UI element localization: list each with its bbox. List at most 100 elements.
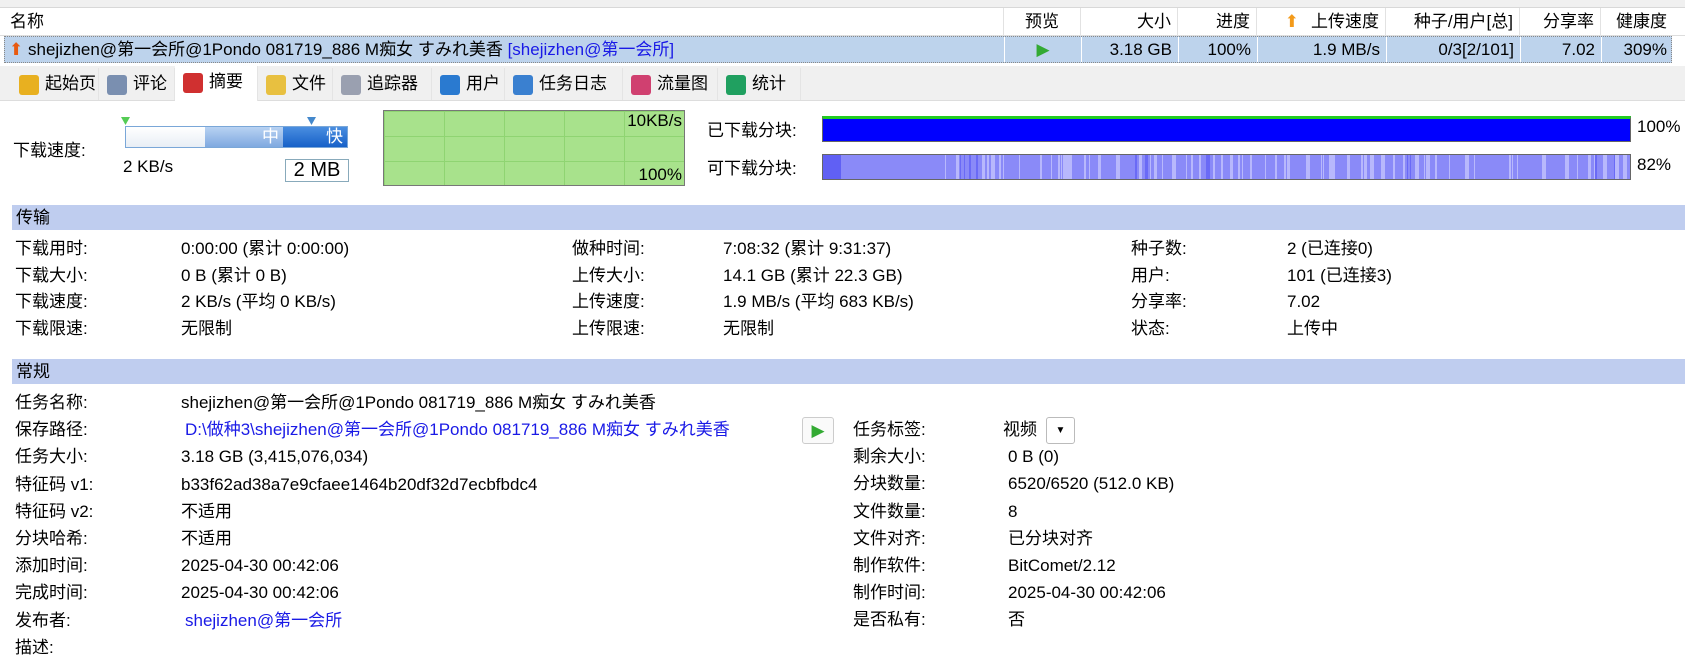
downloaded-pieces-percent: 100% (1637, 117, 1681, 136)
general-value: 不适用 (181, 501, 232, 521)
task-seeds-peers: 0/3[2/101] (1386, 37, 1520, 62)
play-icon[interactable]: ▶ (1004, 37, 1081, 62)
transfer-value: 14.1 GB (累计 22.3 GB) (723, 265, 903, 285)
tab-info[interactable]: 任务日志 (505, 68, 623, 100)
min-marker-icon (121, 117, 130, 125)
general-label: 分块数量: (853, 474, 926, 494)
comment-icon (107, 75, 127, 95)
column-header-share-ratio[interactable]: 分享率 (1519, 8, 1600, 36)
tab-label: 追踪器 (367, 74, 418, 93)
tab-statistics[interactable]: 统计 (718, 68, 801, 100)
speed-limit-slider[interactable]: 中 快 (125, 126, 348, 148)
top-strip (0, 0, 1685, 8)
open-folder-play-button[interactable]: ▶ (802, 417, 834, 444)
column-header-seeds-peers[interactable]: 种子/用户[总] (1385, 8, 1519, 36)
general-label: 分块哈希: (15, 529, 88, 548)
general-value: 否 (1008, 610, 1025, 630)
general-label: 制作软件: (853, 556, 926, 575)
general-label: 任务大小: (15, 447, 88, 467)
home-page-icon (19, 75, 39, 95)
general-label: 任务名称: (15, 393, 88, 412)
downloaded-pieces-bar (822, 116, 1631, 142)
tab-file[interactable]: 文件 (258, 68, 333, 100)
general-label: 文件对齐: (853, 528, 926, 548)
tab-label: 起始页 (45, 74, 96, 93)
column-header-progress[interactable]: 进度 (1177, 8, 1256, 36)
transfer-value: 无限制 (181, 318, 232, 338)
transfer-label: 上传大小: (572, 265, 645, 285)
task-row[interactable]: ⬆ shejizhen@第一会所@1Pondo 081719_886 M痴女 す… (4, 36, 1672, 63)
transfer-value: 2 KB/s (平均 0 KB/s) (181, 292, 336, 311)
general-label: 文件数量: (853, 501, 926, 521)
tab-comment[interactable]: 评论 (99, 68, 175, 100)
downloaded-pieces-label: 已下载分块: (707, 121, 797, 140)
general-value: shejizhen@第一会所@1Pondo 081719_886 M痴女 すみれ… (181, 393, 656, 412)
transfer-label: 种子数: (1131, 239, 1187, 258)
upload-arrow-icon: ⬆ (1284, 12, 1299, 31)
graph-percent-label: 100% (638, 165, 682, 184)
general-label: 完成时间: (15, 583, 88, 603)
column-header-health[interactable]: 健康度 (1600, 8, 1673, 36)
tab-label: 摘要 (209, 72, 243, 91)
tab-users[interactable]: 用户 (432, 68, 505, 100)
tab-traffic-chart[interactable]: 流量图 (623, 68, 718, 100)
info-icon (513, 75, 533, 95)
task-list-header: 名称 预览 大小 进度 ⬆ 上传速度 种子/用户[总] 分享率 健康度 (0, 8, 1685, 36)
column-header-preview[interactable]: 预览 (1003, 8, 1080, 36)
traffic-chart-icon (631, 75, 651, 95)
tab-label: 用户 (466, 74, 500, 93)
uploading-status-icon: ⬆ (9, 40, 24, 59)
transfer-value: 0 B (累计 0 B) (181, 265, 287, 285)
speed-limit-value[interactable]: 2 MB (285, 159, 349, 182)
transfer-label: 上传速度: (572, 292, 645, 311)
tab-tracker[interactable]: 追踪器 (333, 68, 432, 100)
publisher-link[interactable]: shejizhen@第一会所 (185, 610, 343, 630)
transfer-section-header: 传输 (12, 205, 1685, 230)
tab-label: 评论 (133, 74, 167, 93)
column-header-upload-speed[interactable]: ⬆ 上传速度 (1256, 8, 1385, 36)
general-label: 是否私有: (853, 610, 926, 630)
max-marker-icon (307, 117, 316, 125)
transfer-value: 0:00:00 (累计 0:00:00) (181, 239, 350, 258)
task-upload-speed: 1.9 MB/s (1257, 37, 1386, 62)
graph-max-label: 10KB/s (627, 111, 682, 130)
general-label: 特征码 v2: (15, 501, 94, 521)
tab-label: 流量图 (657, 74, 708, 93)
save-path-link[interactable]: D:\做种3\shejizhen@第一会所@1Pondo 081719_886 … (185, 420, 730, 440)
tab-summary[interactable]: 摘要 (175, 66, 258, 101)
column-header-size[interactable]: 大小 (1080, 8, 1177, 36)
tab-label: 统计 (752, 74, 786, 93)
tag-dropdown-button[interactable]: ▼ (1046, 417, 1075, 444)
transfer-value: 2 (已连接0) (1287, 239, 1373, 258)
transfer-value: 101 (已连接3) (1287, 265, 1392, 285)
column-header-name[interactable]: 名称 (10, 12, 44, 31)
file-icon (266, 75, 286, 95)
general-value: 已分块对齐 (1008, 528, 1093, 548)
available-pieces-percent: 82% (1637, 155, 1672, 174)
transfer-label: 下载限速: (15, 318, 88, 338)
general-label: 任务标签: (853, 420, 926, 439)
tab-label: 任务日志 (539, 74, 607, 93)
general-value: BitComet/2.12 (1008, 556, 1116, 575)
transfer-value: 7:08:32 (累计 9:31:37) (723, 239, 892, 258)
general-value[interactable]: 视频 (1003, 420, 1037, 439)
general-value: 8 (1008, 501, 1018, 521)
task-size: 3.18 GB (1081, 37, 1178, 62)
task-name: shejizhen@第一会所@1Pondo 081719_886 M痴女 すみれ… (27, 40, 503, 59)
general-label: 保存路径: (15, 420, 88, 440)
current-download-speed: 2 KB/s (123, 157, 174, 176)
transfer-value: 7.02 (1287, 292, 1321, 311)
transfer-value: 1.9 MB/s (平均 683 KB/s) (723, 292, 914, 311)
transfer-label: 下载大小: (15, 265, 88, 285)
general-label: 制作时间: (853, 583, 926, 603)
general-value: 0 B (0) (1008, 447, 1060, 467)
transfer-label: 状态: (1131, 318, 1170, 338)
transfer-label: 下载用时: (15, 239, 88, 258)
transfer-label: 做种时间: (572, 239, 645, 258)
transfer-value: 无限制 (723, 318, 774, 338)
tab-home-page[interactable]: 起始页 (11, 68, 99, 100)
general-label: 发布者: (15, 610, 71, 630)
slider-slow-segment (126, 127, 205, 147)
general-value: 2025-04-30 00:42:06 (181, 556, 339, 576)
general-value: 2025-04-30 00:42:06 (1008, 583, 1166, 603)
